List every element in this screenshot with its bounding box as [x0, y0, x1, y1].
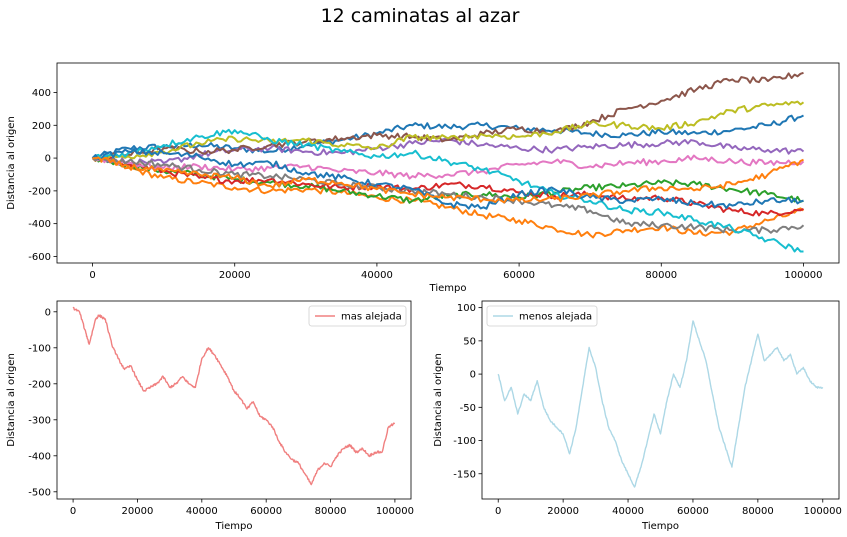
x-tick-label: 40000: [612, 506, 644, 517]
x-tick-label: 20000: [122, 506, 154, 517]
y-axis-label: Distancia al origen: [6, 116, 17, 210]
legend-label: mas alejada: [341, 312, 402, 323]
plot-area: [91, 71, 805, 253]
x-axis-label: Tiempo: [641, 521, 679, 532]
series-line-12: [92, 156, 804, 204]
y-tick-label: -600: [28, 252, 51, 263]
series-line-1: [72, 306, 395, 486]
legend: mas alejada: [308, 305, 407, 327]
y-tick-label: -500: [28, 487, 51, 498]
y-axis-label: Distancia al origen: [6, 353, 17, 447]
x-axis-label: Tiempo: [429, 283, 467, 294]
series-line-10: [91, 128, 804, 253]
x-tick-label: 40000: [361, 270, 393, 281]
x-tick-label: 100000: [376, 506, 414, 517]
x-axis-label: Tiempo: [215, 521, 253, 532]
series-line-7: [92, 154, 805, 180]
y-tick-label: -200: [28, 379, 51, 390]
legend-box: [486, 305, 598, 327]
x-tick-label: 80000: [645, 270, 677, 281]
y-tick-label: 100: [457, 303, 476, 314]
y-tick-label: 200: [32, 121, 51, 132]
series-line-1: [497, 320, 824, 488]
y-tick-label: 400: [32, 88, 51, 99]
y-tick-label: 50: [463, 336, 476, 347]
y-tick-label: -300: [28, 415, 51, 426]
top-panel-all-walks: 0 20000 40000 60000 80000 100000 -600 -400 -200 0…: [6, 62, 840, 294]
y-tick-label: 0: [470, 370, 476, 381]
series-line-8: [91, 155, 805, 235]
series-line-2: [91, 156, 805, 239]
x-tick-label: 20000: [219, 270, 251, 281]
y-axis-label: Distancia al origen: [433, 353, 444, 447]
y-tick-label: 0: [45, 307, 51, 318]
x-tick-label: 0: [495, 506, 501, 517]
x-tick-label: 20000: [547, 506, 579, 517]
figure-title: 12 caminatas al azar: [321, 5, 520, 27]
x-tick-label: 60000: [677, 506, 709, 517]
plot-area: [72, 306, 395, 486]
x-tick-label: 0: [70, 506, 76, 517]
y-tick-label: -150: [453, 469, 476, 480]
legend-box: [308, 305, 407, 327]
y-tick-label: -400: [28, 451, 51, 462]
series-line-1: [91, 114, 804, 159]
y-tick-label: -400: [28, 219, 51, 230]
x-tick-label: 60000: [250, 506, 282, 517]
x-tick-label: 80000: [315, 506, 347, 517]
series-line-6: [92, 71, 804, 162]
bottom-right-panel-closest: 0 20000 40000 60000 80000 100000 -150 -100 -50 0 5…: [433, 300, 842, 532]
legend: menos alejada: [486, 305, 598, 327]
y-tick-label: -50: [460, 403, 476, 414]
axes-frame: [481, 300, 840, 500]
x-tick-label: 60000: [503, 270, 535, 281]
series-line-11: [91, 148, 804, 210]
axes-frame: [56, 62, 840, 264]
x-tick-label: 0: [89, 270, 95, 281]
x-tick-label: 100000: [804, 506, 842, 517]
series-line-9: [92, 100, 805, 161]
legend-label: menos alejada: [519, 312, 592, 323]
y-tick-label: -200: [28, 186, 51, 197]
bottom-left-panel-farthest: 0 20000 40000 60000 80000 100000 -500 -400 -300 -…: [6, 300, 414, 532]
x-tick-label: 80000: [742, 506, 774, 517]
plot-area: [497, 320, 824, 488]
x-tick-label: 100000: [784, 270, 822, 281]
y-tick-label: -100: [453, 436, 476, 447]
series-line-3: [91, 154, 804, 204]
axes-frame: [56, 300, 412, 500]
x-tick-label: 40000: [186, 506, 218, 517]
y-tick-label: -100: [28, 343, 51, 354]
y-tick-label: 0: [45, 154, 51, 165]
